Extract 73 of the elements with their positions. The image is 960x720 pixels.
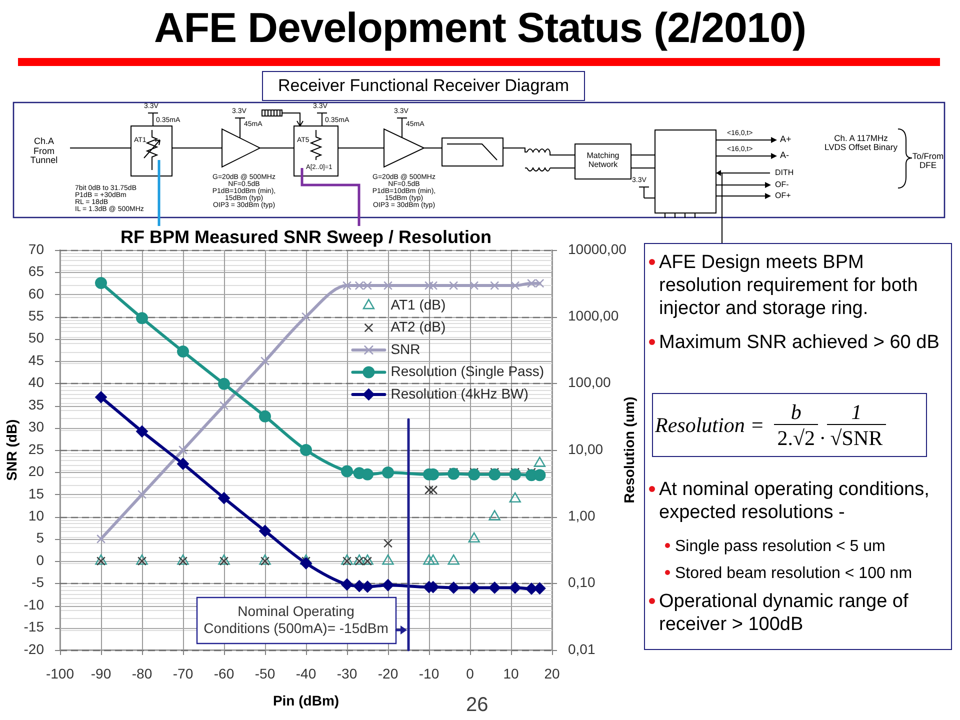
x-tick-label: -100	[46, 665, 74, 682]
x-tick-label: 0	[466, 665, 474, 682]
legend-label: Resolution (Single Pass)	[390, 363, 544, 380]
y2-tick-label: 10000,00	[568, 240, 627, 257]
x-tick-label: 10	[503, 665, 519, 682]
y-tick-label: 20	[28, 463, 44, 480]
y-tick-label: -10	[24, 596, 44, 612]
legend-label: AT1 (dB)	[390, 296, 446, 312]
x-tick-label: -30	[336, 665, 358, 682]
text: At nominal operating conditions, expected resolutions -	[659, 479, 930, 523]
x-tick-label: -90	[90, 665, 112, 682]
y-tick-label: -5	[32, 574, 44, 590]
y-tick-label: 50	[28, 330, 44, 346]
text: OF-	[775, 180, 789, 190]
y-tick-label: 0	[36, 552, 44, 568]
y-tick-label: 55	[28, 308, 44, 324]
text: Single pass resolution < 5 um	[675, 538, 886, 555]
y2-tick-label: 0,10	[568, 574, 596, 590]
text: AFE Development Status (2/2010)	[152, 4, 808, 52]
text: Resolution =	[655, 412, 764, 438]
x-tick-label: -80	[132, 665, 152, 682]
legend-label: SNR	[390, 340, 420, 357]
y2-tick-label: 0,01	[568, 640, 596, 657]
y-tick-label: -20	[24, 640, 44, 657]
text: A-	[780, 150, 789, 161]
text: 26	[466, 694, 488, 717]
text: Receiver Functional Receiver Diagram	[262, 71, 585, 101]
text: Stored beam resolution < 100 nm	[675, 564, 912, 582]
x-tick-label: -20	[378, 665, 398, 682]
y-tick-label: 25	[28, 440, 44, 457]
x-tick-label: -40	[296, 665, 316, 682]
y-axis-title: SNR (dB)	[3, 419, 20, 481]
y-tick-label: 65	[28, 263, 44, 280]
text: Operational dynamic range of receiver > 100dB	[659, 591, 908, 635]
ref-line-label: Nominal Operating Conditions (500mA)= -15dBm	[204, 602, 388, 636]
text: Maximum SNR achieved > 60 dB	[659, 332, 940, 354]
y2-tick-label: 10,00	[568, 440, 604, 457]
text: .	[820, 420, 826, 445]
y2-tick-label: 1,00	[568, 508, 596, 524]
text: A+	[780, 134, 792, 145]
y-tick-label: 35	[28, 396, 44, 412]
y-tick-label: 15	[28, 485, 44, 502]
x-tick-label: 20	[544, 665, 560, 682]
y-tick-label: 70	[28, 240, 44, 257]
text: Ch.A From Tunnel	[29, 136, 59, 166]
y-tick-label: 5	[36, 530, 44, 546]
y-tick-label: -15	[24, 618, 44, 635]
text: Ch. A 117MHz LVDS Offset Binary	[824, 133, 898, 152]
y2-tick-label: 1000,00	[568, 308, 619, 324]
text: 1	[850, 400, 863, 424]
x-tick-label: -10	[418, 665, 440, 682]
text: √SNR	[827, 424, 886, 450]
text: OF+	[775, 191, 791, 201]
text: b	[790, 400, 802, 424]
x-tick-label: -70	[172, 665, 194, 682]
chart-title: RF BPM Measured SNR Sweep / Resolution	[120, 226, 492, 247]
x-tick-label: -60	[214, 665, 234, 682]
y-tick-label: 40	[28, 374, 44, 390]
text: To/From DFE	[911, 151, 945, 170]
y-tick-label: 10	[28, 508, 44, 524]
x-axis-title: Pin (dBm)	[272, 692, 340, 708]
y-tick-label: 60	[28, 285, 44, 302]
text: AFE Design meets BPM resolution requirement for both injector and storage ring.	[659, 252, 918, 319]
legend-label: AT2 (dB)	[390, 318, 446, 335]
text: Matching Network	[586, 151, 620, 170]
legend-label: Resolution (4kHz BW)	[390, 385, 528, 402]
y2-tick-label: 100,00	[568, 374, 612, 390]
text: DITH	[775, 168, 794, 178]
y2-axis-title: Resolution (um)	[620, 396, 637, 504]
y-tick-label: 30	[28, 418, 44, 435]
x-tick-label: -50	[254, 665, 276, 682]
y-tick-label: 45	[28, 352, 44, 368]
text: 2.√2	[774, 424, 818, 450]
